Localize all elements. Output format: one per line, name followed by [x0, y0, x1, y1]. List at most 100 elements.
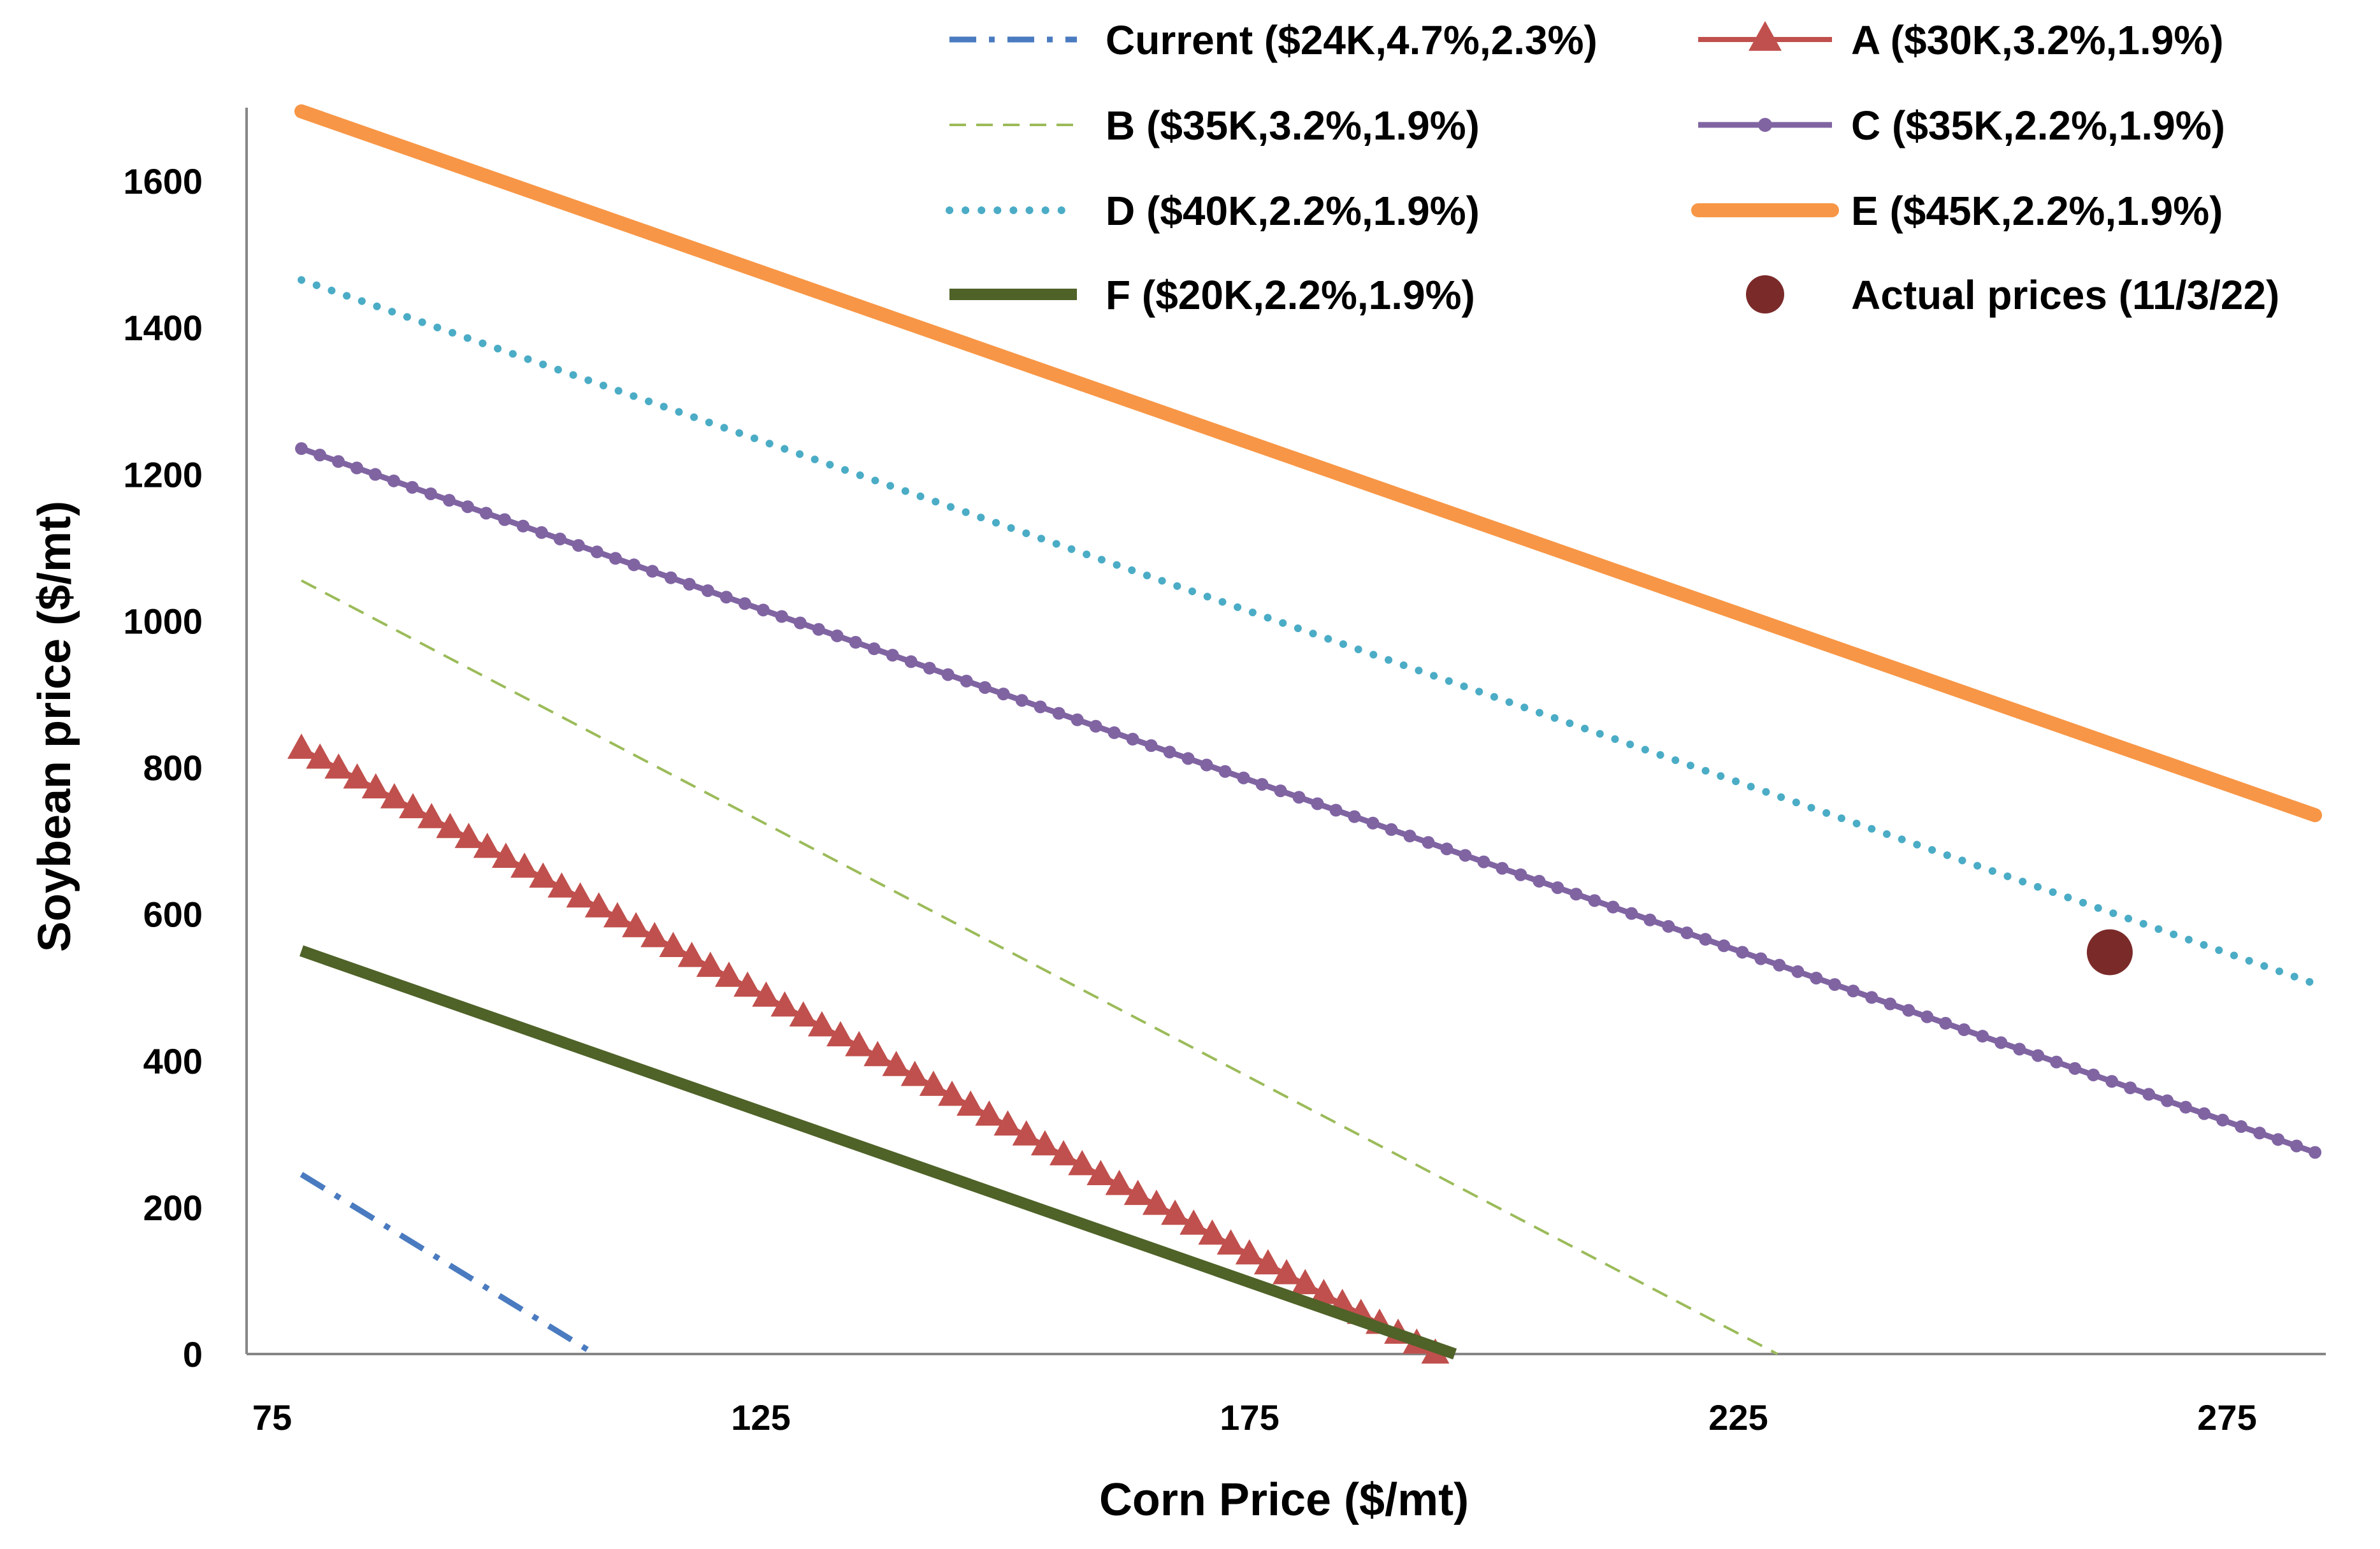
series-marker-a	[361, 773, 390, 799]
series-e	[294, 104, 2323, 823]
series-line-current	[299, 1172, 596, 1357]
series-marker-c	[2235, 1120, 2248, 1134]
y-axis-title: Soybean price ($/mt)	[29, 501, 80, 952]
series-marker-c	[1865, 991, 1879, 1004]
series-marker-c	[1884, 997, 1897, 1011]
series-marker-c	[867, 642, 881, 656]
series-marker-c	[1569, 888, 1583, 901]
legend-entry-current: Current ($24K,4.7%,2.3%)	[949, 17, 1597, 63]
series-marker-a	[1253, 1249, 1282, 1274]
series-marker-c	[886, 649, 899, 662]
legend-entry-actual: Actual prices (11/3/22)	[1746, 272, 2279, 318]
series-marker-c	[645, 565, 659, 578]
series-marker-c	[793, 616, 807, 630]
series-marker-a	[919, 1070, 948, 1096]
series-a	[287, 733, 1450, 1364]
series-marker-c	[627, 558, 640, 572]
series-marker-c	[1348, 810, 1361, 823]
series-marker-a	[1068, 1149, 1097, 1176]
legend-entry-e: E ($45K,2.2%,1.9%)	[1691, 188, 2223, 234]
series-marker-a	[1273, 1258, 1301, 1285]
series-marker-c	[2124, 1081, 2137, 1095]
series-marker-a	[863, 1041, 892, 1067]
series-marker-c	[978, 681, 992, 694]
series-marker-c	[1329, 803, 1343, 817]
legend-entry-b: B ($35K,3.2%,1.9%)	[949, 103, 1480, 148]
series-marker-a	[640, 921, 669, 947]
series-marker-c	[1791, 965, 1805, 978]
series-marker-c	[1994, 1036, 2008, 1049]
y-tick-label: 600	[143, 895, 203, 935]
legend-label-c: C ($35K,2.2%,1.9%)	[1851, 103, 2225, 148]
series-marker-c	[960, 674, 973, 688]
series-marker-c	[1071, 713, 1084, 726]
series-current	[299, 1172, 596, 1357]
legend-label-a: A ($30K,3.2%,1.9%)	[1851, 17, 2224, 63]
legend-swatch-actual	[1746, 275, 1784, 313]
series-marker-a	[900, 1060, 929, 1086]
series-marker-c	[1440, 842, 1453, 856]
series-marker-c	[1477, 855, 1490, 868]
series-marker-a	[956, 1090, 985, 1116]
series-marker-c	[1533, 874, 1546, 888]
series-marker-c	[1958, 1023, 1971, 1037]
x-tick-label: 125	[731, 1397, 790, 1437]
series-marker-a	[714, 962, 743, 987]
series-marker-c	[387, 474, 400, 487]
series-marker-c	[314, 449, 327, 462]
series-marker-c	[1385, 823, 1398, 836]
series-marker-c	[1496, 861, 1509, 875]
series-marker-a	[380, 783, 408, 809]
y-tick-label: 1600	[123, 161, 203, 201]
x-tick-labels: 75 125 175 225 275	[252, 1397, 2257, 1437]
y-tick-label: 0	[183, 1334, 203, 1374]
series-marker-a	[1235, 1239, 1264, 1265]
x-tick-label: 175	[1220, 1397, 1279, 1437]
series-marker-c	[1625, 907, 1638, 920]
series-marker-a	[975, 1100, 1004, 1126]
series-marker-c	[2013, 1042, 2026, 1056]
series-line-e	[294, 104, 2323, 823]
series-marker-c	[1237, 771, 1250, 784]
series-marker-a	[696, 951, 725, 977]
series-marker-a	[1161, 1199, 1190, 1225]
series-marker-c	[997, 688, 1010, 701]
series-marker-a	[770, 991, 799, 1017]
series-line-b	[301, 579, 1778, 1355]
series-c	[295, 442, 2322, 1159]
series-marker-c	[830, 629, 844, 642]
series-marker-a	[993, 1110, 1022, 1136]
series-marker-a	[1142, 1190, 1171, 1215]
series-marker-a	[1049, 1140, 1078, 1165]
series-marker-c	[424, 487, 437, 500]
series-marker-c	[1514, 868, 1527, 881]
series-marker-c	[1699, 933, 1712, 946]
series-marker-c	[516, 519, 530, 533]
x-tick-label: 225	[1708, 1397, 1768, 1437]
series-marker-a	[399, 793, 428, 819]
series-marker-c	[498, 513, 511, 526]
series-marker-c	[1847, 984, 1860, 998]
series-marker-c	[1921, 1010, 1934, 1023]
series-marker-c	[1459, 849, 1472, 862]
legend-marker-c	[1758, 118, 1772, 132]
series-marker-c	[1588, 894, 1601, 907]
series-marker-c	[535, 526, 548, 539]
series-marker-c	[1052, 707, 1065, 720]
series-marker-c	[553, 532, 566, 545]
series-marker-c	[1034, 700, 1047, 714]
series-marker-c	[2142, 1088, 2156, 1101]
y-tick-label: 400	[143, 1041, 203, 1081]
series-marker-a	[677, 941, 706, 967]
y-tick-labels: 0 200 400 600 800 1000 1200 1400 1600	[123, 161, 203, 1374]
legend-label-e: E ($45K,2.2%,1.9%)	[1851, 188, 2223, 234]
series-marker-c	[1551, 881, 1564, 895]
series-marker-c	[609, 552, 622, 565]
series-marker-c	[1828, 978, 1842, 991]
series-marker-c	[1606, 900, 1620, 914]
series-marker-c	[2272, 1133, 2285, 1146]
series-marker-c	[2179, 1100, 2193, 1114]
legend-entry-c: C ($35K,2.2%,1.9%)	[1698, 103, 2225, 148]
series-marker-a	[1309, 1279, 1338, 1304]
